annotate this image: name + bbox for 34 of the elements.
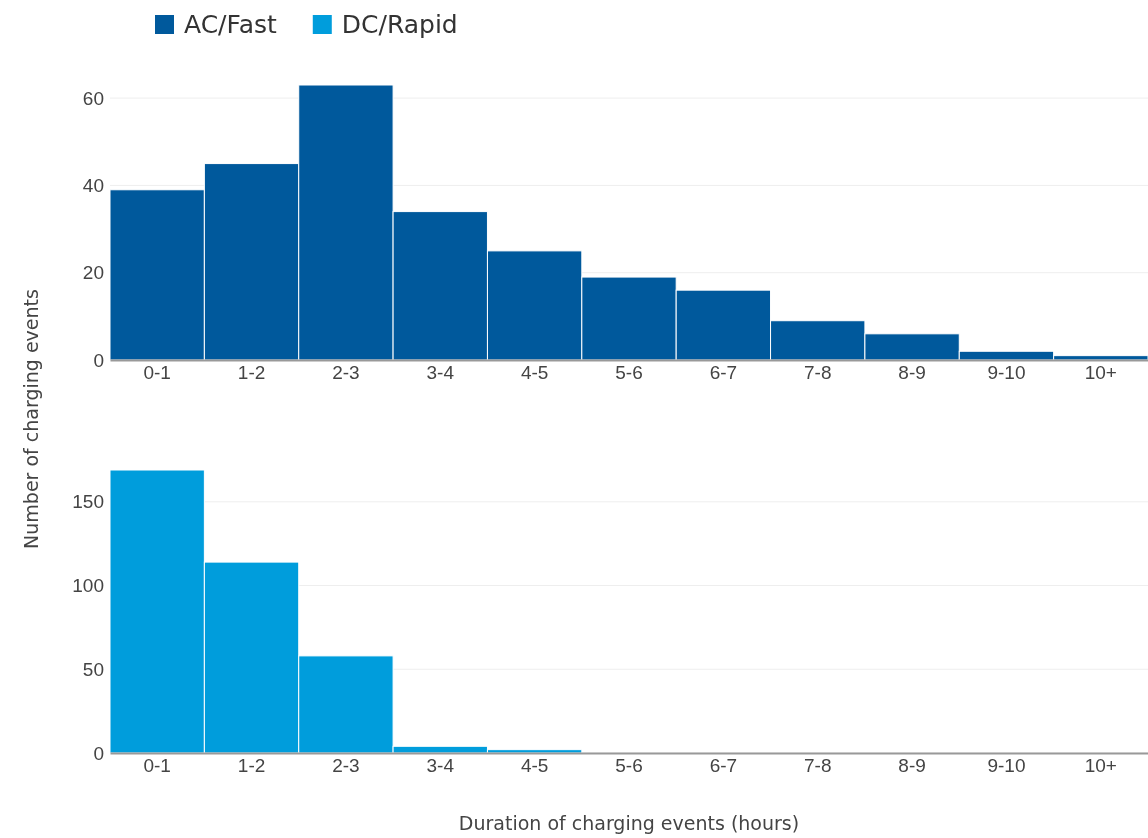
x-tick-label: 3-4 (426, 362, 455, 384)
x-tick-label: 7-8 (803, 755, 832, 777)
y-tick-label: 0 (93, 742, 104, 764)
x-tick-label: 5-6 (615, 362, 643, 384)
y-tick-label: 60 (82, 87, 104, 109)
x-tick-label: 6-7 (709, 755, 738, 777)
x-tick-label: 8-9 (898, 755, 926, 777)
legend-label: DC/Rapid (341, 10, 458, 39)
y-axis-title: Number of charging events (20, 289, 42, 549)
y-tick-label: 0 (93, 349, 104, 371)
y-tick-label: 20 (82, 262, 104, 284)
x-tick-label: 4-5 (520, 362, 549, 384)
x-tick-label: 1-2 (237, 755, 266, 777)
x-tick-label: 1-2 (237, 362, 266, 384)
y-tick-label: 40 (82, 174, 104, 196)
x-tick-label: 3-4 (426, 755, 455, 777)
y-tick-label: 100 (72, 575, 104, 597)
x-tick-label: 9-10 (987, 755, 1026, 777)
y-tick-label: 50 (82, 658, 104, 680)
legend-label: AC/Fast (184, 10, 277, 39)
x-tick-label: 0-1 (143, 362, 171, 384)
x-tick-label: 2-3 (332, 755, 360, 777)
x-tick-label: 2-3 (332, 362, 360, 384)
x-tick-label: 6-7 (709, 362, 738, 384)
x-tick-label: 0-1 (143, 755, 171, 777)
x-axis-title: Duration of charging events (hours) (458, 812, 800, 834)
x-tick-label: 9-10 (987, 362, 1026, 384)
x-tick-label: 5-6 (615, 755, 643, 777)
x-tick-label: 7-8 (803, 362, 832, 384)
x-tick-label: 8-9 (898, 362, 926, 384)
x-tick-label: 10+ (1084, 362, 1117, 384)
x-tick-label: 4-5 (520, 755, 549, 777)
x-tick-label: 10+ (1084, 755, 1117, 777)
y-tick-label: 150 (72, 491, 104, 513)
